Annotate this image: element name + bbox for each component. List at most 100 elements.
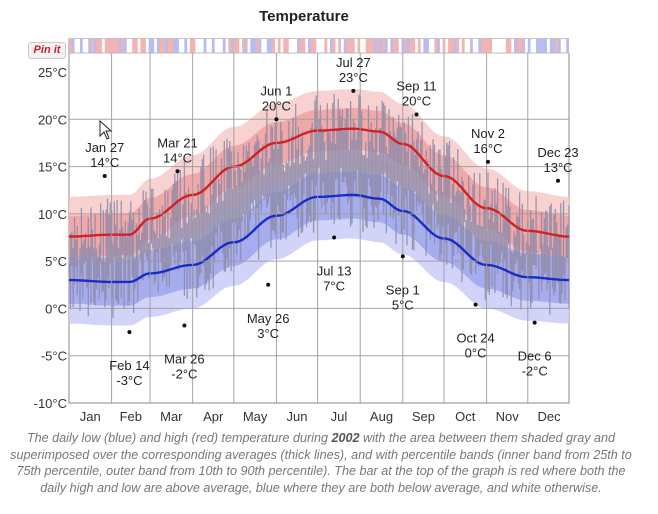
x-tick-label: Dec [538,409,562,424]
anomaly-bar-segment [511,39,515,53]
daily-range-bar [113,201,116,258]
anomaly-bar-segment [181,39,185,53]
daily-range-bar [296,148,298,218]
daily-range-bar [218,178,220,226]
daily-range-bar [241,182,243,222]
daily-range-bar [407,116,409,190]
daily-range-bar [154,233,157,282]
daily-range-bar [431,183,433,231]
anomaly-bar-segment [242,39,246,53]
daily-range-bar [270,125,272,248]
anomaly-bar-segment [373,39,378,53]
daily-range-bar [307,149,309,222]
daily-range-bar [421,122,423,214]
daily-range-bar [418,167,420,207]
daily-range-bar [319,104,322,199]
daily-range-bar [127,222,129,306]
daily-range-bar [553,214,555,296]
anomaly-bar-segment [264,39,268,53]
daily-range-bar [89,247,91,283]
anomaly-bar-segment [115,39,119,53]
annotation-dot [182,323,187,328]
daily-range-bar [498,231,500,266]
anomaly-bar-segment [162,39,166,53]
daily-range-bar [347,108,349,205]
anomaly-bar-segment [351,39,356,53]
daily-range-bar [253,145,256,201]
annotation-dot [266,282,271,287]
daily-range-bar [235,186,238,255]
annotation-value: -2°C [171,366,197,381]
daily-range-bar [119,229,121,283]
anomaly-bar-segment [415,39,419,53]
annotation-date: Sep 1 [386,282,420,297]
x-tick-label: Mar [160,409,183,424]
daily-range-bar [274,123,276,235]
daily-range-bar [341,110,344,183]
daily-range-bar [145,191,147,257]
anomaly-bar-segment [439,39,444,53]
anomaly-bar-segment [519,39,523,53]
pin-it-button[interactable]: Pin it [28,42,66,59]
daily-range-bar [428,193,430,225]
anomaly-bar-segment [360,39,364,53]
anomaly-bar-segment [247,39,251,53]
daily-range-bar [246,151,249,240]
daily-range-bar [384,105,386,174]
daily-range-bar [116,199,118,302]
anomaly-bar-segment [228,39,232,53]
extreme-annotation: Dec 6-2°C [518,320,552,379]
anomaly-bar-segment [395,39,400,53]
daily-range-bar [190,203,192,239]
daily-range-bar [160,234,162,263]
anomaly-bar-segment [101,39,106,53]
daily-range-bar [181,228,183,240]
daily-range-bar [391,136,393,196]
daily-range-bar [260,158,263,212]
daily-range-bar [271,127,273,231]
anomaly-bar-segment [343,39,347,53]
daily-range-bar [137,234,139,302]
daily-range-bar [138,208,140,251]
daily-range-bar [363,155,366,209]
daily-range-bar [488,219,491,295]
anomaly-bar-segment [398,39,402,53]
daily-range-bar [306,156,308,228]
daily-range-bar [480,225,482,244]
y-tick-label: 5°C [45,254,67,269]
daily-range-bar [339,109,341,221]
daily-range-bar [121,227,124,255]
anomaly-bar-segment [481,39,485,53]
anomaly-bar-segment [189,39,194,53]
daily-range-bar [73,217,76,285]
daily-range-bar [175,180,177,252]
daily-range-bar [474,205,477,275]
anomaly-bar-segment [244,39,248,53]
anomaly-bar-segment [497,39,501,53]
daily-range-bar [439,149,441,261]
daily-range-bar [93,248,95,303]
extreme-annotation: Oct 240°C [456,302,495,361]
anomaly-bar-segment [349,39,353,53]
daily-range-bar [315,95,317,187]
anomaly-bar-segment [280,39,284,53]
anomaly-bar-segment [151,39,155,53]
daily-range-bar [248,142,250,235]
daily-range-bar [130,201,132,258]
daily-range-bar [395,137,397,244]
daily-range-bar [69,234,72,309]
anomaly-bar-segment [434,39,438,53]
daily-range-bar [215,149,217,234]
anomaly-bar-segment [393,39,397,53]
y-tick-label: 10°C [38,207,67,222]
daily-range-bar [139,240,142,260]
anomaly-bar-segment [470,39,474,53]
daily-range-bar [529,210,532,309]
daily-range-bar [337,98,339,217]
annotation-value: 20°C [262,98,291,113]
daily-range-bar [286,163,289,200]
daily-range-bar [398,114,400,216]
anomaly-bar-segment [288,39,292,53]
x-tick-label: Sep [412,409,435,424]
